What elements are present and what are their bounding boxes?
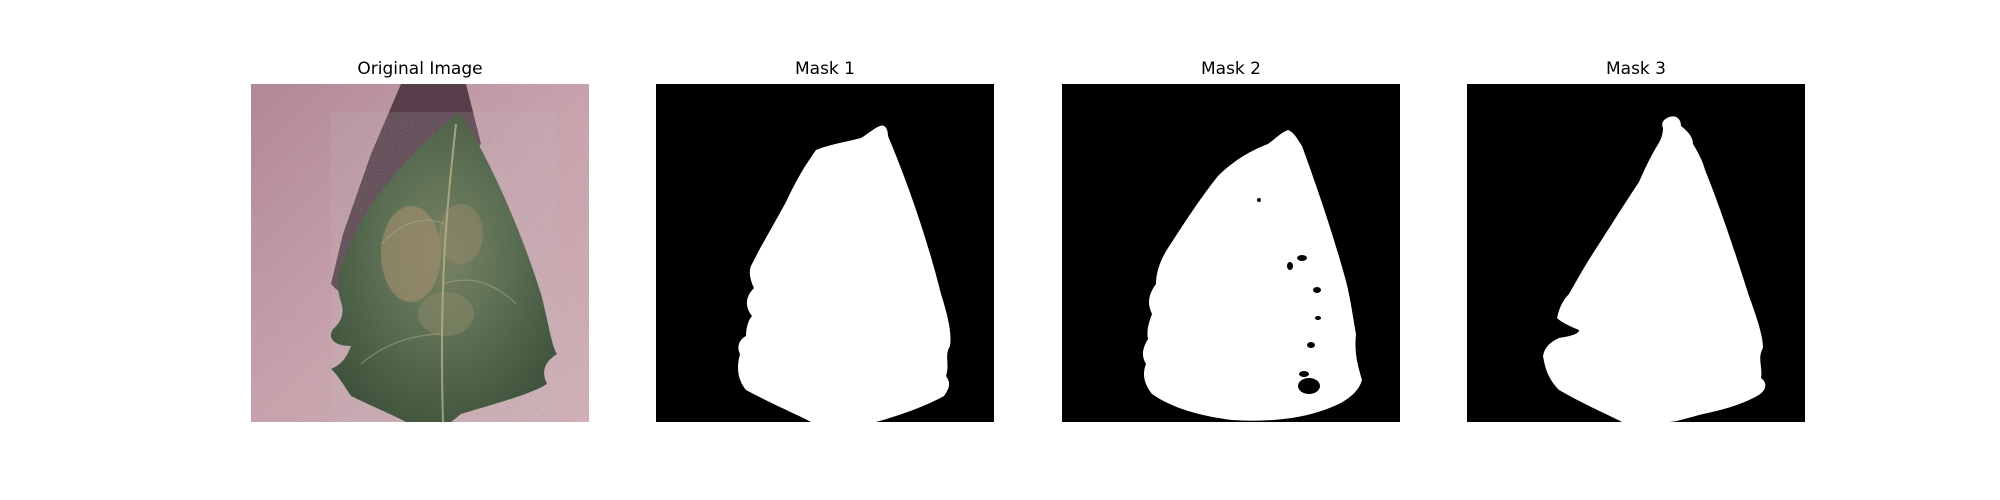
mask-2-title: Mask 2: [1200, 59, 1261, 79]
original-leaf-image: [251, 84, 589, 422]
leaf-vein: [360, 333, 444, 365]
mask-2-hole: [1315, 316, 1321, 320]
leaf-midrib: [440, 123, 457, 422]
mask-2-panel: [1062, 84, 1400, 422]
mask-1-panel: [656, 84, 994, 422]
original-image-panel: [251, 84, 589, 422]
leaf-lesion: [418, 292, 474, 336]
leaf-vein: [380, 219, 446, 245]
mask-1-foreground: [738, 125, 951, 422]
mask-2-hole: [1307, 342, 1315, 348]
mask-3-title: Mask 3: [1605, 59, 1666, 79]
mask-2-hole: [1297, 255, 1307, 261]
mask-1-image: [656, 84, 994, 422]
original-image-title: Original Image: [357, 59, 483, 79]
mask-3-foreground: [1543, 116, 1766, 422]
mask-2-hole: [1287, 262, 1293, 270]
leaf-vein: [442, 279, 517, 305]
mask-3-image: [1467, 84, 1805, 422]
mask-3-panel: [1467, 84, 1805, 422]
mask-1-title: Mask 1: [794, 59, 855, 79]
leaf-lesion: [381, 206, 441, 302]
mask-2-hole: [1257, 198, 1261, 202]
mask-2-image: [1062, 84, 1400, 422]
mask-2-hole: [1299, 371, 1309, 377]
leaf-lesion: [439, 204, 483, 264]
mask-2-foreground: [1142, 130, 1362, 421]
mask-2-hole: [1298, 378, 1320, 394]
mask-2-hole: [1313, 287, 1321, 293]
